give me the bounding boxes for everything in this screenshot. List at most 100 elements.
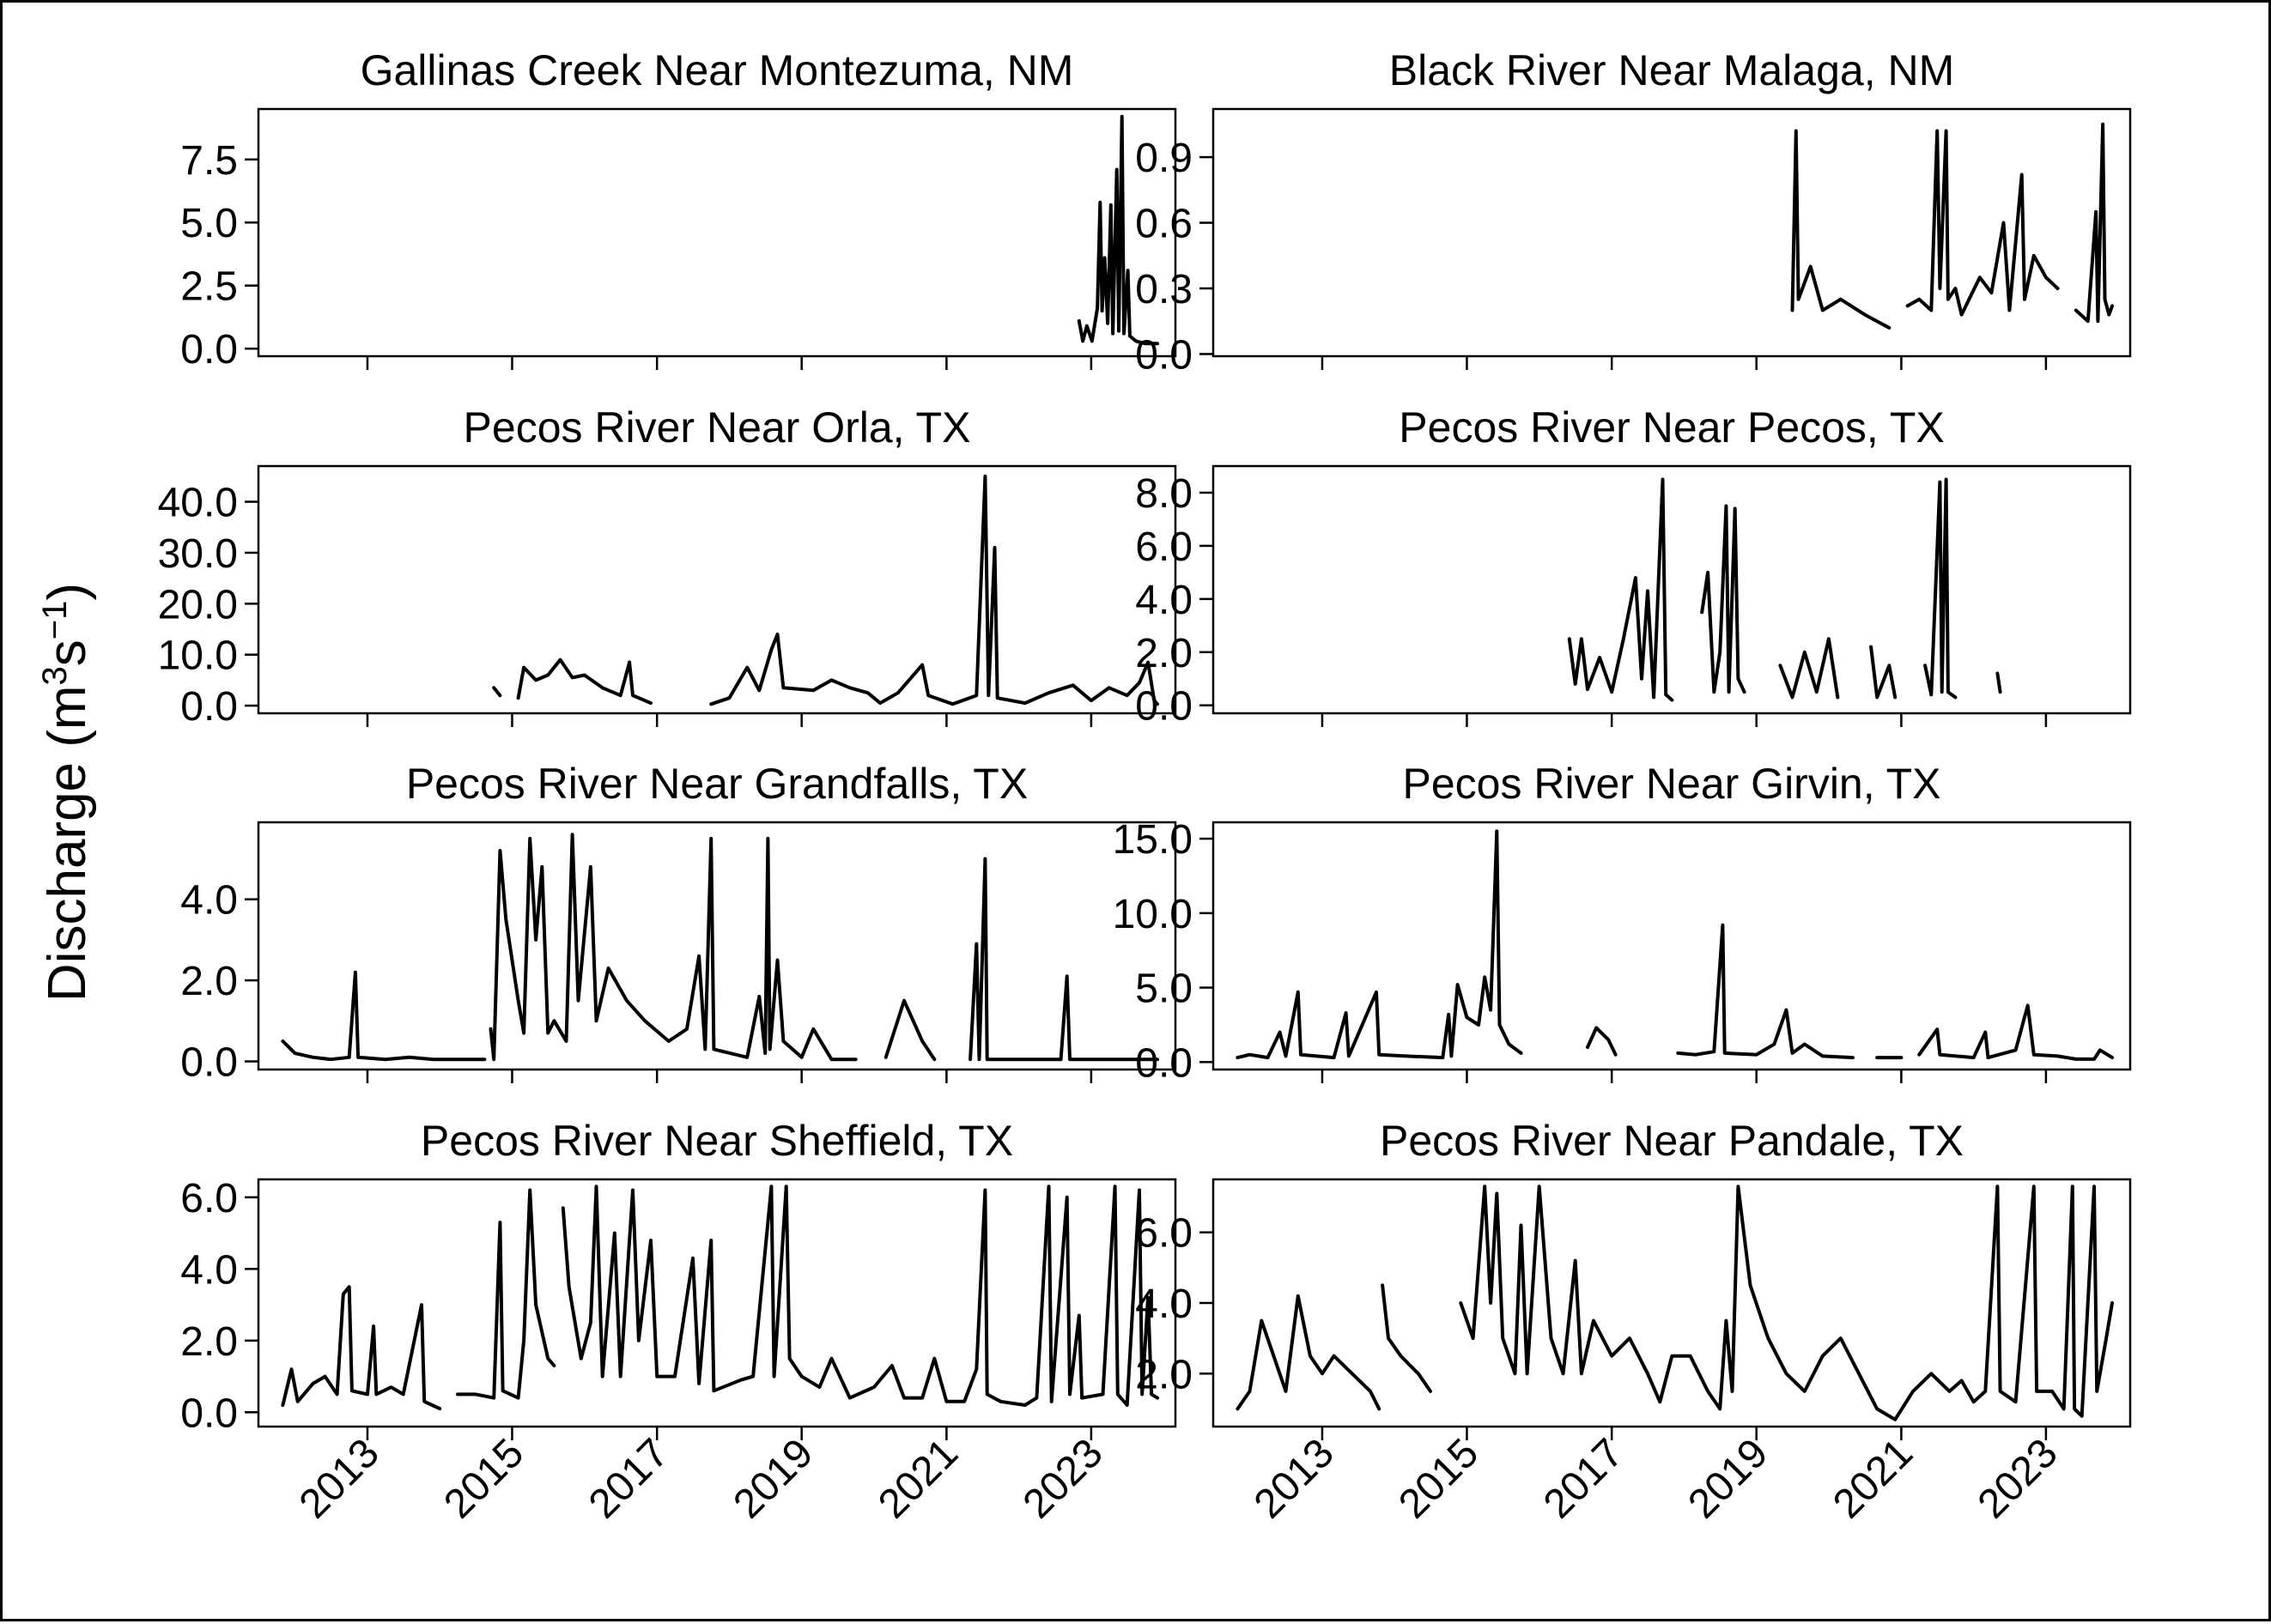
discharge-line bbox=[1077, 114, 1159, 346]
panel-3: Pecos River Near Orla, TX 0.0 10.0 20.0 30.0… bbox=[158, 403, 1177, 730]
plot-frame bbox=[257, 107, 1177, 358]
y-tick-label: 2.0 bbox=[180, 959, 238, 1004]
y-tick-label: 0.9 bbox=[1135, 136, 1193, 181]
y-tick-label: 0.0 bbox=[1135, 684, 1193, 730]
discharge-line bbox=[884, 998, 937, 1062]
y-tick-label: 0.0 bbox=[180, 327, 238, 373]
discharge-line bbox=[1381, 1283, 1432, 1393]
discharge-line bbox=[1778, 637, 1840, 700]
discharge-line bbox=[1917, 1003, 2114, 1061]
y-tick-label: 15.0 bbox=[1113, 817, 1193, 863]
discharge-line bbox=[1236, 829, 1523, 1060]
plot-frame bbox=[1211, 1178, 2132, 1428]
y-tick-label: 6.0 bbox=[1135, 1211, 1193, 1257]
panel-title: Pecos River Near Sheffield, TX bbox=[421, 1117, 1013, 1165]
x-tick-label: 2023 bbox=[1970, 1430, 2067, 1527]
panel-title: Gallinas Creek Near Montezuma, NM bbox=[361, 46, 1074, 94]
discharge-line bbox=[492, 686, 502, 698]
y-tick-label: 2.0 bbox=[1135, 1352, 1193, 1397]
panel-title: Pecos River Near Orla, TX bbox=[464, 403, 971, 451]
discharge-line bbox=[1676, 923, 1855, 1060]
y-tick-label: 0.0 bbox=[1135, 332, 1193, 378]
x-tick-label: 2021 bbox=[870, 1430, 967, 1527]
y-tick-label: 6.0 bbox=[180, 1176, 238, 1221]
discharge-line bbox=[489, 833, 858, 1062]
panel-6: Pecos River Near Girvin, TX 0.0 5.0 10.0 15.… bbox=[1113, 760, 2132, 1086]
y-tick-label: 4.0 bbox=[1135, 578, 1193, 623]
panels: Gallinas Creek Near Montezuma, NM 0.0 2.5 5… bbox=[158, 46, 2132, 1527]
ylabel-sup-3: 3 bbox=[36, 666, 74, 685]
plot-frame bbox=[257, 1178, 1177, 1428]
y-tick-label: 4.0 bbox=[180, 878, 238, 924]
discharge-line bbox=[1567, 477, 1674, 702]
panel-2: Black River Near Malaga, NM 0.0 0.3 0.6 0.9 bbox=[1135, 46, 2132, 378]
y-tick-label: 40.0 bbox=[158, 481, 238, 526]
ylabel-sup-neg1: −1 bbox=[36, 601, 74, 640]
x-tick-label: 2017 bbox=[580, 1430, 677, 1527]
x-tick-label: 2021 bbox=[1825, 1430, 1922, 1527]
panel-title: Pecos River Near Pecos, TX bbox=[1399, 403, 1944, 451]
discharge-line bbox=[1923, 477, 1958, 700]
discharge-line bbox=[456, 1188, 556, 1400]
discharge-line bbox=[1995, 671, 2002, 694]
panel-8: Pecos River Near Pandale, TX 2.0 4.0 6.0 201… bbox=[1135, 1117, 2132, 1527]
y-tick-label: 6.0 bbox=[1135, 524, 1193, 570]
panel-5: Pecos River Near Grandfalls, TX 0.0 2.0 4.0 bbox=[180, 760, 1177, 1086]
x-tick-label: 2013 bbox=[291, 1430, 388, 1527]
panel-7: Pecos River Near Sheffield, TX 0.0 2.0 4.0 6… bbox=[180, 1117, 1177, 1527]
ylabel-s: s bbox=[38, 639, 97, 666]
panel-title: Pecos River Near Grandfalls, TX bbox=[406, 760, 1028, 808]
y-tick-label: 0.0 bbox=[1135, 1040, 1193, 1086]
plot-frame bbox=[257, 464, 1177, 715]
y-tick-label: 5.0 bbox=[180, 201, 238, 246]
x-tick-label: 2019 bbox=[725, 1430, 822, 1527]
y-tick-label: 0.0 bbox=[180, 684, 238, 730]
y-tick-label: 10.0 bbox=[158, 633, 238, 679]
discharge-line bbox=[1905, 129, 2060, 317]
y-tick-label: 2.0 bbox=[1135, 631, 1193, 676]
plot-frame bbox=[1211, 107, 2132, 358]
plot-frame bbox=[257, 821, 1177, 1071]
y-tick-label: 4.0 bbox=[1135, 1282, 1193, 1327]
figure-canvas: Gallinas Creek Near Montezuma, NM 0.0 2.5 5… bbox=[36, 46, 2132, 1527]
discharge-line bbox=[1236, 1294, 1381, 1411]
ylabel-main: Discharge (m bbox=[38, 685, 97, 1002]
y-tick-label: 7.5 bbox=[180, 138, 238, 184]
panel-4: Pecos River Near Pecos, TX 0.0 2.0 4.0 6.0 8.… bbox=[1135, 403, 2132, 730]
x-tick-label: 2015 bbox=[1390, 1430, 1487, 1527]
discharge-line bbox=[516, 657, 653, 706]
y-tick-label: 5.0 bbox=[1135, 967, 1193, 1012]
x-tick-label: 2023 bbox=[1015, 1430, 1112, 1527]
x-tick-label: 2015 bbox=[435, 1430, 532, 1527]
y-tick-label: 0.6 bbox=[1135, 202, 1193, 247]
discharge-line bbox=[281, 970, 487, 1062]
y-tick-label: 4.0 bbox=[180, 1247, 238, 1293]
panel-title: Pecos River Near Pandale, TX bbox=[1380, 1117, 1964, 1165]
x-tick-label: 2019 bbox=[1679, 1430, 1776, 1527]
discharge-line bbox=[969, 857, 1159, 1062]
ylabel-end: ) bbox=[38, 583, 97, 601]
x-tick-label: 2017 bbox=[1535, 1430, 1632, 1527]
panel-title: Black River Near Malaga, NM bbox=[1389, 46, 1955, 94]
plot-frame bbox=[1211, 464, 2132, 715]
discharge-line bbox=[281, 1285, 442, 1411]
discharge-line bbox=[2074, 122, 2114, 324]
discharge-line bbox=[1790, 129, 1891, 330]
x-tick-label: 2013 bbox=[1246, 1430, 1343, 1527]
discharge-line bbox=[561, 1185, 1159, 1407]
discharge-line bbox=[709, 474, 1159, 706]
discharge-line bbox=[1586, 1026, 1618, 1057]
y-tick-label: 0.3 bbox=[1135, 267, 1193, 312]
discharge-line bbox=[1700, 504, 1746, 694]
y-tick-label: 0.0 bbox=[180, 1040, 238, 1086]
y-tick-label: 30.0 bbox=[158, 531, 238, 577]
y-tick-label: 8.0 bbox=[1135, 471, 1193, 517]
y-tick-label: 2.5 bbox=[180, 264, 238, 310]
plot-frame bbox=[1211, 821, 2132, 1071]
y-axis-label: Discharge (m3s−1) bbox=[36, 583, 97, 1002]
discharge-line bbox=[1869, 645, 1898, 700]
y-tick-label: 0.0 bbox=[180, 1391, 238, 1436]
panel-title: Pecos River Near Girvin, TX bbox=[1402, 760, 1940, 808]
y-tick-label: 20.0 bbox=[158, 582, 238, 627]
